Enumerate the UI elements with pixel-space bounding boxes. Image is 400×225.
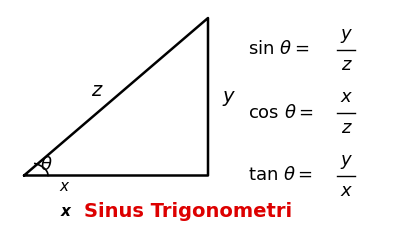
- Text: x: x: [60, 204, 70, 219]
- Text: Sinus Trigonometri: Sinus Trigonometri: [84, 202, 292, 221]
- Text: x: x: [341, 182, 351, 200]
- Text: y: y: [341, 25, 351, 43]
- Text: x: x: [341, 88, 351, 106]
- Text: y: y: [341, 151, 351, 169]
- Text: z: z: [91, 81, 101, 99]
- Text: y: y: [222, 87, 234, 106]
- Text: x: x: [60, 179, 68, 194]
- Text: $\cos\,\theta =$: $\cos\,\theta =$: [248, 104, 314, 122]
- Text: z: z: [341, 119, 351, 137]
- Text: $\sin\,\theta =$: $\sin\,\theta =$: [248, 40, 309, 58]
- Text: z: z: [341, 56, 351, 74]
- Text: $\theta$: $\theta$: [40, 156, 52, 174]
- Text: $\tan\,\theta =$: $\tan\,\theta =$: [248, 166, 313, 184]
